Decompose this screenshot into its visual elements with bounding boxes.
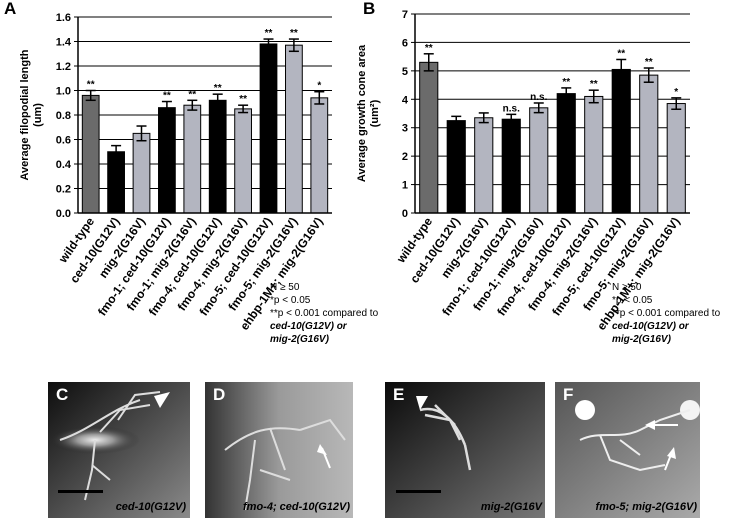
bar: [556, 93, 576, 214]
y-axis-label-line: Average filopodial length: [19, 49, 31, 180]
panel-label: C: [56, 385, 68, 404]
bar: [639, 74, 659, 214]
note: mig-2(G16V): [612, 334, 672, 345]
y-axis-label-line: (um): [32, 103, 44, 127]
y-tick-label: 2: [402, 151, 408, 163]
y-axis-label: Average filopodial length(um): [19, 49, 44, 180]
significance: *: [317, 81, 321, 92]
bar: [183, 104, 202, 214]
note: *p < 0.05: [612, 295, 653, 306]
significance: **: [645, 57, 653, 68]
significance: **: [188, 89, 196, 100]
note: **p < 0.001 compared to: [270, 308, 379, 319]
bar: [259, 43, 278, 214]
y-tick-label: 3: [402, 123, 408, 135]
note: **p < 0.001 compared to: [612, 308, 721, 319]
note: ced-10(G12V) or: [270, 321, 348, 332]
panel-label: F: [563, 385, 573, 404]
caption: fmo-4; ced-10(G12V): [243, 501, 350, 513]
note: *p < 0.05: [270, 295, 311, 306]
y-tick-label: 0.0: [56, 208, 71, 220]
significance: **: [214, 83, 222, 94]
bar: [529, 107, 549, 214]
note: N ≥ 50: [612, 282, 642, 293]
image-d: [205, 382, 353, 518]
significance: **: [87, 80, 95, 91]
significance: **: [617, 48, 625, 59]
panel-label: D: [213, 385, 225, 404]
caption: ced-10(G12V): [116, 501, 187, 513]
bar: [474, 117, 494, 214]
bar: [310, 97, 329, 214]
bar: [584, 95, 604, 214]
bar: [132, 132, 151, 214]
bar: [501, 118, 521, 214]
y-tick-label: 0.8: [56, 110, 71, 122]
panel-label: B: [363, 0, 375, 18]
significance: **: [163, 91, 171, 102]
y-tick-label: 0.2: [56, 184, 71, 196]
y-tick-label: 5: [402, 66, 408, 78]
y-axis-label: Average growth cone area(um²): [356, 44, 381, 182]
panel-label: E: [393, 385, 404, 404]
y-tick-label: 0.6: [56, 135, 71, 147]
caption: mig-2(G16V: [481, 501, 544, 513]
y-axis-label-line: (um²): [369, 99, 381, 127]
significance: **: [425, 43, 433, 54]
y-tick-label: 7: [402, 9, 408, 21]
significance: **: [290, 28, 298, 39]
y-tick-label: 1: [402, 180, 408, 192]
y-tick-label: 1.2: [56, 61, 71, 73]
y-axis-label-line: Average growth cone area: [356, 44, 368, 182]
bar: [158, 107, 176, 214]
y-tick-label: 1.4: [56, 37, 72, 49]
caption: fmo-5; mig-2(G16V): [596, 501, 698, 513]
image-e: [385, 382, 545, 518]
significance: **: [590, 79, 598, 90]
note: mig-2(G16V): [270, 334, 330, 345]
bar: [446, 120, 466, 214]
y-tick-label: 0.4: [56, 159, 72, 171]
bar: [419, 61, 439, 214]
panel-label: A: [4, 0, 16, 18]
bar: [208, 99, 227, 214]
y-tick-label: 1.6: [56, 12, 71, 24]
bar: [611, 68, 631, 214]
significance: n.s.: [530, 92, 547, 103]
image-f: [555, 382, 700, 518]
significance: **: [562, 77, 570, 88]
note: ced-10(G12V) or: [612, 321, 690, 332]
y-tick-label: 6: [402, 37, 408, 49]
image-c: [48, 382, 190, 518]
bar: [666, 103, 686, 214]
significance: **: [239, 94, 247, 105]
significance: *: [674, 87, 678, 98]
bar: [81, 94, 100, 214]
note: N ≥ 50: [270, 282, 300, 293]
significance: **: [265, 28, 273, 39]
bar: [234, 108, 252, 214]
bar: [107, 151, 125, 214]
y-tick-label: 1.0: [56, 86, 71, 98]
y-tick-label: 0: [402, 208, 408, 220]
significance: n.s.: [503, 103, 520, 114]
bar: [285, 44, 303, 214]
y-tick-label: 4: [402, 94, 409, 106]
